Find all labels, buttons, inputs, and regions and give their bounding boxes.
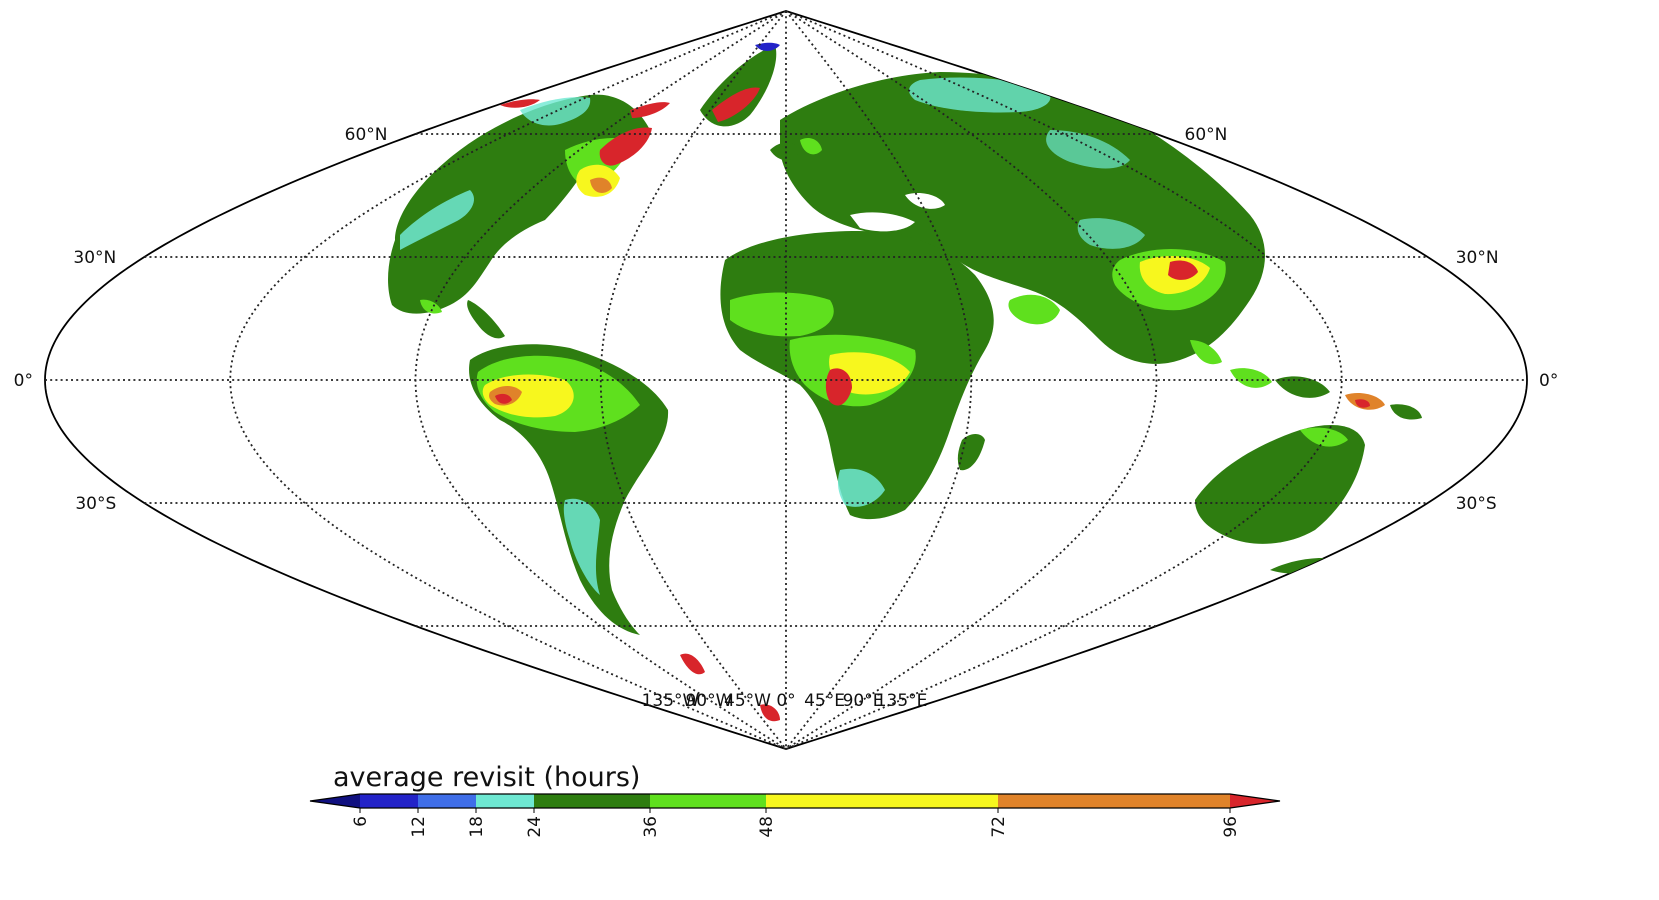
sinusoidal-map: 60°N 60°N30°N 30°N0° 0°30°S 30°S135°W90°W45°… xyxy=(14,10,1559,750)
colorbar: average revisit (hours) 6 12 18 24 36 48 72 96 xyxy=(309,762,1281,838)
lat-label-right: 30°N xyxy=(1456,248,1499,268)
lat-label-right: 0° xyxy=(1539,371,1558,391)
colorbar-bin xyxy=(418,794,476,808)
lat-label-left: 0° xyxy=(14,371,33,391)
southeast-asia-islands xyxy=(1230,368,1422,420)
colorbar-bin xyxy=(650,794,766,808)
colorbar-title: average revisit (hours) xyxy=(333,762,640,793)
meridian-line xyxy=(785,10,1158,750)
lon-label: 45°W xyxy=(724,691,771,711)
colorbar-tick-label: 72 xyxy=(989,816,1009,838)
colorbar-tick-label: 12 xyxy=(409,816,429,838)
colorbar-tick-label: 48 xyxy=(757,816,777,838)
colorbar-extend-over xyxy=(1230,794,1280,808)
colorbar-ticks: 6 12 18 24 36 48 72 96 xyxy=(351,808,1241,838)
lon-label: 90°E xyxy=(843,691,884,711)
lon-label: 135°E xyxy=(876,691,928,711)
colorbar-bins xyxy=(360,794,1230,808)
lat-label-right: 30°S xyxy=(1456,494,1497,514)
colorbar-tick-label: 36 xyxy=(641,816,661,838)
colorbar-tick-label: 6 xyxy=(351,816,371,827)
meridian-line xyxy=(414,10,787,750)
meridian-line xyxy=(229,10,787,750)
meridian-line xyxy=(785,10,973,750)
meridian-line xyxy=(785,10,1343,750)
colorbar-bin xyxy=(766,794,998,808)
lon-label: 0° xyxy=(776,691,795,711)
north-america-landmass xyxy=(388,94,652,339)
colorbar-bin xyxy=(360,794,418,808)
south-america-landmass xyxy=(469,344,669,635)
lon-label: 135°W xyxy=(642,691,700,711)
lat-label-left: 30°S xyxy=(75,494,116,514)
meridian-line xyxy=(599,10,787,750)
lat-label-left: 60°N xyxy=(345,125,388,145)
eurasia-landmass xyxy=(770,72,1265,365)
colorbar-tick-label: 96 xyxy=(1221,816,1241,838)
land-revisit-field xyxy=(388,42,1422,722)
antarctic-fragments xyxy=(680,653,780,722)
colorbar-bin xyxy=(534,794,650,808)
lon-label: 90°W xyxy=(685,691,732,711)
graticule xyxy=(45,10,1527,750)
lon-label: 45°E xyxy=(804,691,845,711)
colorbar-bin xyxy=(998,794,1230,808)
lat-label-left: 30°N xyxy=(73,248,116,268)
colorbar-bin xyxy=(476,794,534,808)
colorbar-tick-label: 24 xyxy=(525,816,545,838)
colorbar-extend-under xyxy=(310,794,360,808)
graticule-labels: 60°N 60°N30°N 30°N0° 0°30°S 30°S135°W90°W45°… xyxy=(14,125,1559,711)
colorbar-tick-label: 18 xyxy=(467,816,487,838)
lat-label-right: 60°N xyxy=(1185,125,1228,145)
